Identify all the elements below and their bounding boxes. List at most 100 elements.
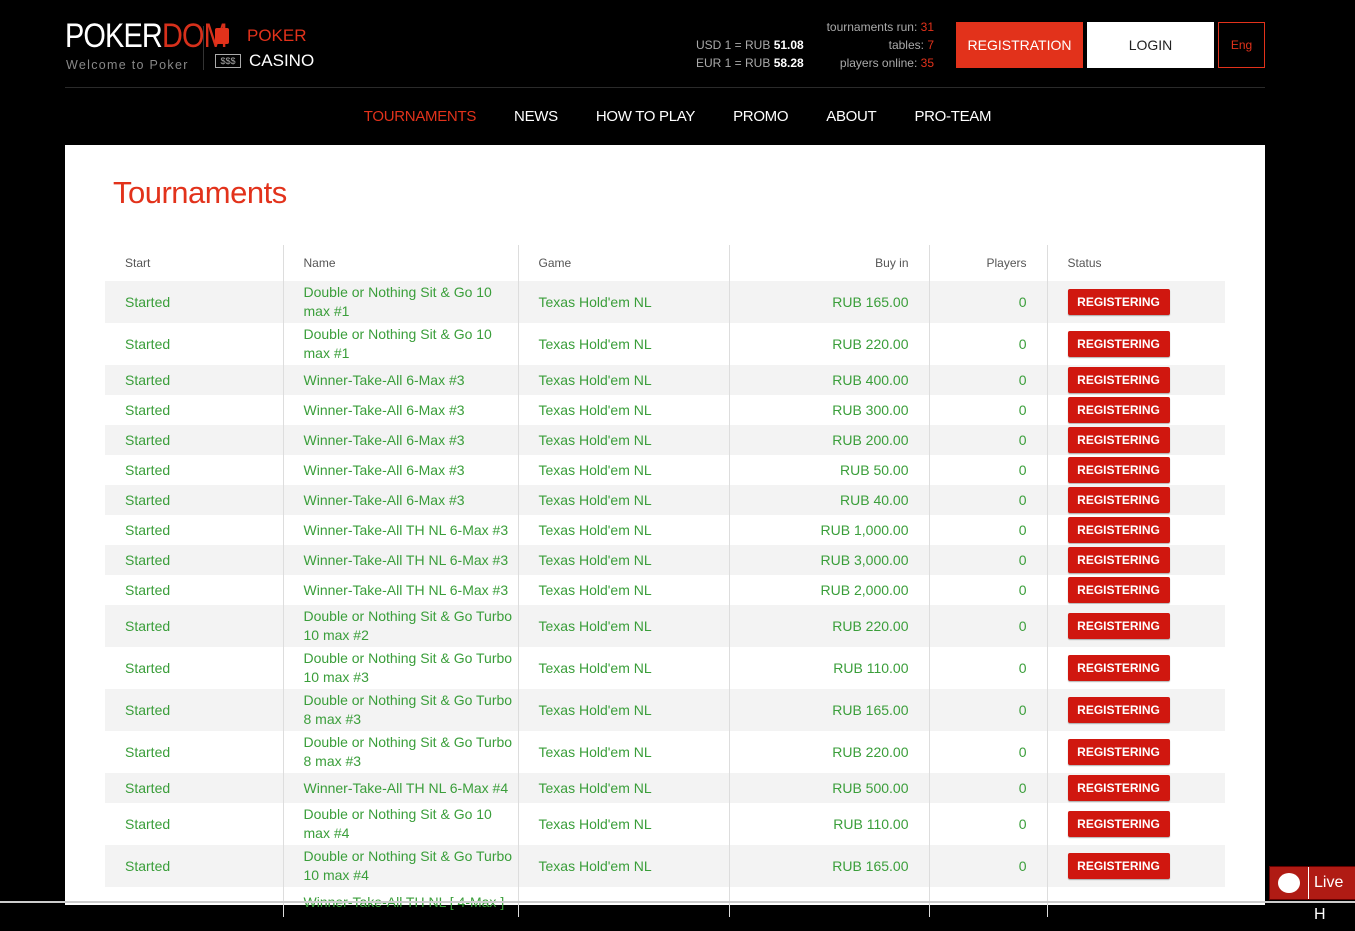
status-badge[interactable]: REGISTERING [1067,517,1170,543]
nav-about[interactable]: ABOUT [826,108,877,125]
status-cell: REGISTERING [1046,803,1225,845]
poker-link[interactable]: POKER [215,26,307,46]
players-cell: 0 [928,515,1047,545]
table-row[interactable]: Started Double or Nothing Sit & Go Turbo … [105,647,1225,689]
name-cell[interactable]: Winner-Take-All TH NL 6-Max #3 [282,575,518,605]
status-badge[interactable]: REGISTERING [1067,547,1170,573]
col-buy-in[interactable]: Buy in [728,245,929,281]
buy-in-cell: RUB 165.00 [728,689,929,731]
table-row[interactable]: Started Winner-Take-All 6-Max #3 Texas Hol… [105,485,1225,515]
start-cell: Started [125,744,171,760]
name-cell[interactable]: Winner-Take-All 6-Max #3 [282,395,518,425]
table-row[interactable]: Started Winner-Take-All 6-Max #3 Texas Hol… [105,365,1225,395]
status-badge[interactable]: REGISTERING [1067,853,1170,879]
logo-tagline: Welcome to Poker [66,58,189,72]
language-selector[interactable]: Eng [1218,22,1265,68]
nav-how-to-play[interactable]: HOW TO PLAY [595,108,696,125]
start-cell: Started [105,605,283,647]
col-game[interactable]: Game [517,245,729,281]
col-status[interactable]: Status [1046,245,1225,281]
casino-link[interactable]: $$$ CASINO [215,51,314,71]
name-cell[interactable]: Winner-Take-All TH NL 6-Max #3 [282,515,518,545]
status-cell: REGISTERING [1046,647,1225,689]
table-row[interactable]: Started Double or Nothing Sit & Go Turbo … [105,605,1225,647]
buy-in-cell: RUB 110.00 [728,647,929,689]
name-cell[interactable]: Double or Nothing Sit & Go 10 max #4 [282,803,518,845]
game-cell: Texas Hold'em NL [517,281,729,323]
name-cell[interactable]: Winner-Take-All 6-Max #3 [282,365,518,395]
game-cell: Texas Hold'em NL [517,575,729,605]
status-badge[interactable]: REGISTERING [1067,289,1170,315]
status-badge[interactable]: REGISTERING [1067,457,1170,483]
name-cell[interactable]: Winner-Take-All 6-Max #3 [282,485,518,515]
status-cell: REGISTERING [1046,395,1225,425]
nav-pro-team[interactable]: PRO-TEAM [914,108,992,125]
name-cell[interactable]: Winner-Take-All 6-Max #3 [282,425,518,455]
name-cell[interactable]: Double or Nothing Sit & Go Turbo 10 max … [282,605,518,647]
col-start[interactable]: Start [125,256,151,270]
table-row[interactable]: Started Double or Nothing Sit & Go Turbo … [105,689,1225,731]
registration-button[interactable]: REGISTRATION [956,22,1083,68]
nav-tournaments[interactable]: TOURNAMENTS [363,108,477,125]
start-cell: Started [105,365,283,395]
status-badge[interactable]: REGISTERING [1067,367,1170,393]
buy-in-cell: RUB 1,000.00 [728,515,929,545]
nav-promo[interactable]: PROMO [733,108,789,125]
login-button[interactable]: LOGIN [1087,22,1214,68]
nav-news[interactable]: NEWS [514,108,558,125]
table-row[interactable]: Started Winner-Take-All TH NL 6-Max #3 Tex… [105,545,1225,575]
status-badge[interactable]: REGISTERING [1067,613,1170,639]
name-cell[interactable]: Double or Nothing Sit & Go Turbo 8 max #… [282,731,518,773]
slot-machine-icon: $$$ [215,54,241,68]
name-cell[interactable]: Winner-Take-All TH NL 6-Max #4 [282,773,518,803]
status-cell: REGISTERING [1046,575,1225,605]
status-cell: REGISTERING [1046,731,1225,773]
table-row[interactable]: Started Winner-Take-All 6-Max #3 Texas Hol… [105,395,1225,425]
status-badge[interactable]: REGISTERING [1067,331,1170,357]
col-name[interactable]: Name [282,245,518,281]
name-cell[interactable]: Double or Nothing Sit & Go 10 max #1 [282,281,518,323]
status-badge[interactable]: REGISTERING [1067,397,1170,423]
name-cell[interactable]: Double or Nothing Sit & Go Turbo 10 max … [282,845,518,887]
status-badge[interactable]: REGISTERING [1067,811,1170,837]
game-cell: Texas Hold'em NL [517,545,729,575]
table-row[interactable]: Started Double or Nothing Sit & Go 10 max… [105,803,1225,845]
game-cell: Texas Hold'em NL [517,731,729,773]
name-cell[interactable]: Double or Nothing Sit & Go Turbo 10 max … [282,647,518,689]
table-row[interactable]: Started Winner-Take-All TH NL 6-Max #3 Tex… [105,575,1225,605]
status-badge[interactable]: REGISTERING [1067,577,1170,603]
live-help-button[interactable]: Live H [1269,866,1355,923]
status-cell: REGISTERING [1046,605,1225,647]
table-row[interactable]: Started Winner-Take-All TH NL 6-Max #4 Tex… [105,773,1225,803]
table-row[interactable]: Started Double or Nothing Sit & Go 10 max… [105,323,1225,365]
status-badge[interactable]: REGISTERING [1067,655,1170,681]
table-row[interactable]: Started Winner-Take-All TH NL 6-Max #3 Tex… [105,515,1225,545]
table-row[interactable]: Started Winner-Take-All 6-Max #3 Texas Hol… [105,425,1225,455]
game-cell: Texas Hold'em NL [517,689,729,731]
col-players[interactable]: Players [928,245,1047,281]
name-cell[interactable]: Winner-Take-All 6-Max #3 [282,455,518,485]
status-badge[interactable]: REGISTERING [1067,775,1170,801]
buy-in-cell: RUB 200.00 [728,425,929,455]
players-cell: 0 [928,803,1047,845]
buy-in-cell: RUB 3,000.00 [728,545,929,575]
main-nav: TOURNAMENTS NEWS HOW TO PLAY PROMO ABOUT PRO-… [0,108,1355,125]
table-row[interactable]: Started Double or Nothing Sit & Go Turbo … [105,731,1225,773]
status-badge[interactable]: REGISTERING [1067,739,1170,765]
table-row[interactable]: Started Double or Nothing Sit & Go Turbo … [105,845,1225,887]
status-cell: REGISTERING [1046,365,1225,395]
players-cell: 0 [928,281,1047,323]
header: POKERDOM Welcome to Poker POKER $$$ CASIN… [65,0,1265,88]
divider [203,26,204,70]
name-cell[interactable]: Double or Nothing Sit & Go Turbo 8 max #… [282,689,518,731]
players-cell: 0 [928,455,1047,485]
name-cell[interactable]: Double or Nothing Sit & Go 10 max #1 [282,323,518,365]
status-badge[interactable]: REGISTERING [1067,487,1170,513]
table-row[interactable]: Started Winner-Take-All 6-Max #3 Texas Hol… [105,455,1225,485]
buy-in-cell: RUB 40.00 [728,485,929,515]
poker-label: POKER [247,26,307,45]
name-cell[interactable]: Winner-Take-All TH NL 6-Max #3 [282,545,518,575]
status-badge[interactable]: REGISTERING [1067,427,1170,453]
status-badge[interactable]: REGISTERING [1067,697,1170,723]
table-row[interactable]: Started Double or Nothing Sit & Go 10 max… [105,281,1225,323]
